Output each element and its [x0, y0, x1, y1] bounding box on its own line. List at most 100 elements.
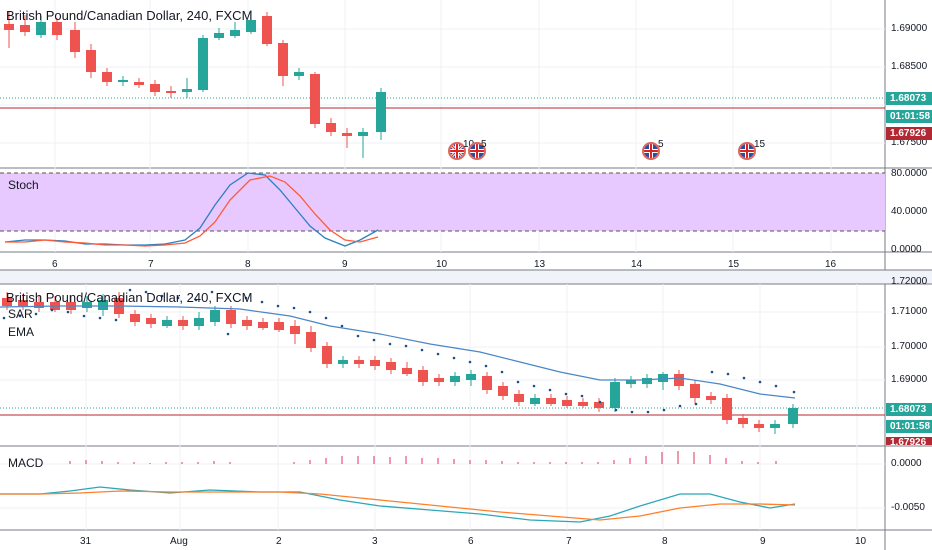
candle-body	[306, 332, 316, 348]
candle-body	[178, 320, 188, 326]
candle-body	[562, 400, 572, 406]
stoch-y-tick: 40.0000	[891, 206, 928, 217]
top-x-tick: 6	[52, 259, 58, 270]
candle-body	[402, 368, 412, 374]
uk-flag-icon[interactable]	[468, 142, 486, 160]
top-x-tick: 15	[728, 259, 740, 270]
sar-dot	[388, 342, 392, 346]
candle-body	[198, 38, 208, 90]
bottom-x-tick: 6	[468, 536, 474, 547]
candle-body	[482, 376, 492, 390]
macd-line	[0, 486, 796, 523]
bottom-y-tick: 1.70000	[891, 341, 928, 352]
candle-body	[706, 396, 716, 400]
candle-body	[674, 374, 684, 386]
bottom-x-tick: 9	[760, 536, 766, 547]
candle-body	[788, 408, 798, 424]
ema-indicator-label: EMA	[8, 325, 35, 339]
candle-body	[610, 382, 620, 408]
uk-flag-icon[interactable]	[642, 142, 660, 160]
candle-body	[102, 72, 112, 82]
candle-body	[18, 300, 28, 306]
top-chart-title: British Pound/Canadian Dollar, 240, FXCM	[6, 8, 253, 23]
candle-body	[290, 326, 300, 334]
candle-body	[354, 360, 364, 364]
candle-body	[146, 318, 156, 324]
top-countdown-tag: 01:01:58	[886, 110, 932, 123]
sar-dot	[82, 314, 86, 318]
bottom-x-tick: 8	[662, 536, 668, 547]
bottom-last-price-tag: 1.68073	[886, 403, 932, 416]
candle-body	[36, 22, 46, 35]
stoch-y-tick: 0.0000	[891, 244, 922, 255]
bottom-x-tick: Aug	[170, 536, 188, 547]
candle-body	[450, 376, 460, 382]
bottom-x-tick: 2	[276, 536, 282, 547]
bottom-x-tick: 10	[855, 536, 867, 547]
candle-body	[4, 24, 14, 30]
bottom-x-tick: 7	[566, 536, 572, 547]
sar-dot	[548, 388, 552, 392]
top-y-tick: 1.67500	[891, 137, 928, 148]
sar-dot	[646, 410, 650, 414]
candle-body	[2, 298, 12, 306]
candle-body	[194, 318, 204, 326]
candle-body	[658, 374, 668, 382]
candle-body	[130, 314, 140, 322]
candle-body	[98, 300, 108, 310]
bottom-x-tick: 31	[80, 536, 92, 547]
event-count: 5	[481, 139, 487, 150]
sar-dot	[710, 370, 714, 374]
candle-body	[358, 132, 368, 136]
sar-dot	[292, 306, 296, 310]
candle-body	[134, 82, 144, 85]
uk-flag-icon[interactable]	[448, 142, 466, 160]
macd-y-tick: 0.0000	[891, 458, 922, 469]
sar-dot	[160, 294, 164, 298]
bottom-countdown-tag: 01:01:58	[886, 420, 932, 433]
candle-body	[210, 310, 220, 322]
sar-dot	[516, 380, 520, 384]
sar-dot	[678, 404, 682, 408]
sar-dot	[18, 314, 22, 318]
candle-body	[182, 89, 192, 92]
top-x-tick: 16	[825, 259, 837, 270]
candle-body	[294, 72, 304, 76]
sar-dot	[176, 296, 180, 300]
candle-body	[386, 362, 396, 370]
sar-dot	[128, 288, 132, 292]
bottom-y-tick: 1.71000	[891, 306, 928, 317]
sar-dot	[436, 352, 440, 356]
bottom-bid-price-tag: 1.67926	[886, 437, 932, 445]
sar-dot	[742, 376, 746, 380]
candle-body	[642, 378, 652, 384]
sar-dot	[324, 316, 328, 320]
event-count: 10	[463, 139, 475, 150]
sar-dot	[340, 324, 344, 328]
sar-dot	[194, 298, 198, 302]
uk-flag-icon[interactable]	[738, 142, 756, 160]
sar-dot	[662, 408, 666, 412]
top-x-tick: 10	[436, 259, 448, 270]
sar-dot	[758, 380, 762, 384]
event-count: 5	[658, 139, 664, 150]
top-x-tick: 13	[534, 259, 546, 270]
sar-indicator-label: SAR	[8, 307, 33, 321]
top-last-price-tag: 1.68073	[886, 92, 932, 105]
candle-body	[376, 92, 386, 132]
sar-dot	[694, 402, 698, 406]
sar-dot	[774, 384, 778, 388]
candle-body	[578, 402, 588, 406]
macd-label: MACD	[8, 456, 44, 470]
candle-body	[434, 378, 444, 382]
candle-body	[34, 302, 44, 308]
sar-dot	[50, 308, 54, 312]
candle-body	[370, 360, 380, 366]
stoch-y-tick: 80.0000	[891, 168, 928, 179]
sar-dot	[726, 372, 730, 376]
stoch-band	[0, 173, 885, 231]
candle-body	[722, 398, 732, 420]
candle-body	[82, 302, 92, 308]
sar-dot	[614, 408, 618, 412]
